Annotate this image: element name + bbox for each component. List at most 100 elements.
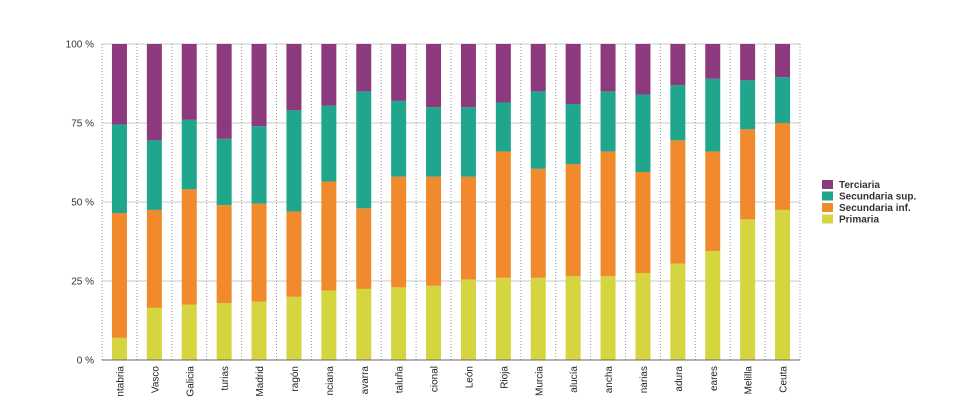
x-tick-label: Madrid	[255, 366, 266, 397]
legend-label: Secundaria inf.	[839, 203, 911, 214]
legend-swatch	[822, 191, 833, 201]
bar-segment-secundaria-sup	[111, 124, 127, 214]
bar-segment-secundaria-inf	[460, 176, 476, 280]
bar-segment-secundaria-inf	[181, 189, 197, 305]
bar-segment-terciaria	[600, 44, 616, 92]
bar-segment-terciaria	[495, 44, 511, 103]
y-tick-label: 0 %	[77, 356, 94, 367]
bar-segment-terciaria	[635, 44, 651, 95]
bar-segment-secundaria-inf	[670, 140, 686, 264]
bar-segment-terciaria	[216, 44, 232, 139]
bar-segment-primaria	[181, 304, 197, 360]
bar-segment-secundaria-sup	[356, 91, 372, 209]
x-tick-label: ragón	[290, 366, 301, 392]
x-tick-label: Rioja	[499, 366, 510, 389]
bar-segment-terciaria	[426, 44, 442, 108]
legend-label: Primaria	[839, 215, 879, 226]
bar-segment-secundaria-inf	[565, 164, 581, 277]
bar-segment-secundaria-sup	[705, 78, 721, 152]
bar-segment-secundaria-sup	[426, 107, 442, 177]
x-tick-label: Ceuta	[779, 366, 790, 393]
bar-segment-secundaria-inf	[251, 203, 267, 302]
bar-segment-secundaria-sup	[251, 126, 267, 204]
bar-segment-primaria	[530, 277, 546, 360]
bar-segment-terciaria	[530, 44, 546, 92]
bar-segment-primaria	[251, 301, 267, 360]
bar-segment-terciaria	[321, 44, 337, 106]
bar-segment-terciaria	[705, 44, 721, 79]
bar-segment-secundaria-sup	[635, 94, 651, 172]
x-tick-label: eares	[709, 366, 720, 391]
grid	[102, 43, 800, 361]
x-tick-label: narias	[639, 366, 650, 393]
y-tick-label: 75 %	[71, 119, 94, 130]
bar-segment-terciaria	[670, 44, 686, 86]
legend-swatch	[822, 180, 833, 189]
x-tick-label: avarra	[360, 366, 371, 395]
y-tick-label: 100 %	[66, 40, 94, 51]
bar-segment-primaria	[460, 279, 476, 360]
legend-label: Terciaria	[839, 180, 880, 191]
bar-segment-terciaria	[565, 44, 581, 105]
bar-segment-secundaria-inf	[530, 168, 546, 278]
y-tick-label: 25 %	[71, 277, 94, 288]
x-tick-label: Murcia	[534, 366, 545, 396]
bar-segment-primaria	[740, 219, 756, 360]
bar-segment-secundaria-sup	[565, 104, 581, 165]
bar-segment-secundaria-inf	[356, 208, 372, 289]
bar-segment-secundaria-inf	[321, 181, 337, 291]
bar-segment-secundaria-inf	[635, 171, 651, 274]
bar-segment-primaria	[321, 290, 337, 360]
y-axis: 0 % 25 % 50 % 75 % 100 %	[66, 40, 94, 367]
bar-segment-secundaria-sup	[286, 110, 302, 212]
bar-segment-secundaria-inf	[111, 213, 127, 338]
bar-segment-terciaria	[460, 44, 476, 108]
x-tick-label: Melilla	[744, 366, 755, 395]
bar-segment-primaria	[670, 263, 686, 360]
bar-segment-primaria	[286, 296, 302, 360]
x-tick-label: turias	[220, 366, 231, 390]
bar-segment-secundaria-inf	[286, 211, 302, 297]
bar-segment-secundaria-sup	[740, 80, 756, 130]
bar-segment-secundaria-sup	[670, 85, 686, 141]
bar-segment-secundaria-inf	[740, 129, 756, 220]
bar-segment-terciaria	[286, 44, 302, 111]
bar-segment-secundaria-sup	[146, 140, 162, 210]
x-tick-label: adura	[674, 366, 685, 392]
x-tick-label: ntabria	[115, 366, 126, 397]
bar-segment-secundaria-inf	[775, 123, 791, 210]
x-tick-label: León	[464, 366, 475, 388]
legend-label: Secundaria sup.	[839, 192, 916, 203]
bar-segment-terciaria	[181, 44, 197, 120]
bar-segment-terciaria	[740, 44, 756, 81]
x-tick-label: Vasco	[150, 366, 161, 393]
bar-segment-primaria	[635, 273, 651, 360]
bar-segment-primaria	[146, 307, 162, 360]
bar-segment-secundaria-sup	[530, 91, 546, 169]
bar-segment-secundaria-inf	[426, 176, 442, 286]
bar-segment-secundaria-inf	[705, 151, 721, 251]
bar-segment-primaria	[565, 276, 581, 360]
x-tick-label: Galicia	[185, 366, 196, 397]
bar-segment-primaria	[391, 287, 407, 360]
bar-segment-primaria	[600, 276, 616, 360]
bar-segment-secundaria-inf	[216, 205, 232, 304]
y-tick-label: 50 %	[71, 198, 94, 209]
bar-segment-primaria	[495, 277, 511, 360]
bar-segment-terciaria	[775, 44, 791, 78]
bar-segment-secundaria-sup	[321, 105, 337, 182]
bar-segment-secundaria-sup	[216, 138, 232, 206]
bar-segment-secundaria-inf	[600, 151, 616, 277]
x-tick-label: ancha	[604, 366, 615, 394]
bars	[111, 44, 791, 360]
bar-segment-primaria	[426, 285, 442, 360]
bar-segment-secundaria-sup	[775, 77, 791, 123]
legend-swatch	[822, 203, 833, 212]
bar-segment-primaria	[111, 337, 127, 360]
bar-segment-secundaria-sup	[495, 102, 511, 152]
bar-segment-primaria	[216, 303, 232, 360]
bar-segment-terciaria	[356, 44, 372, 92]
bar-segment-primaria	[775, 209, 791, 360]
